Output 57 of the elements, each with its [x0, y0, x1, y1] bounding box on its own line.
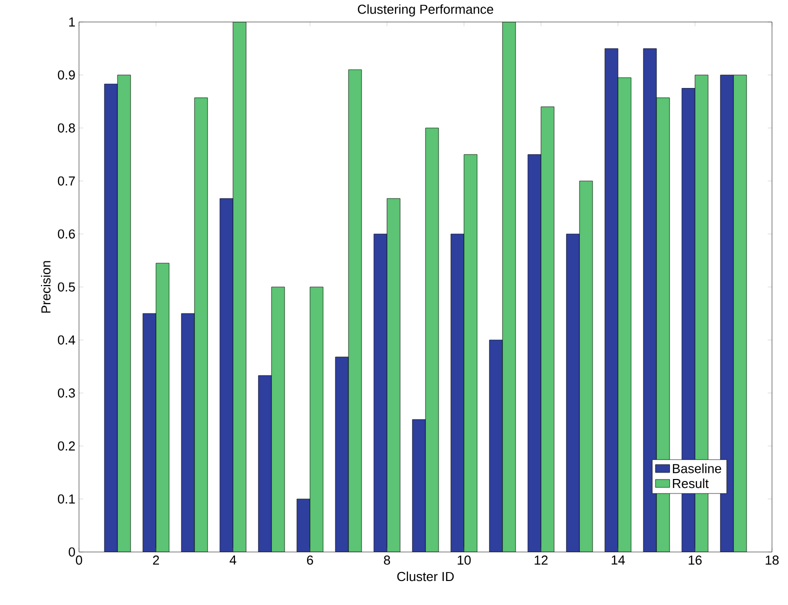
- x-tick-label: 4: [230, 556, 236, 564]
- bar: [181, 313, 195, 552]
- bar: [348, 69, 362, 552]
- bar: [579, 180, 593, 552]
- bar: [232, 22, 246, 552]
- bar: [450, 234, 464, 552]
- y-tick-label: 0.9: [58, 70, 75, 80]
- y-tick-label: 1: [69, 18, 75, 26]
- legend-label: Result: [672, 478, 709, 488]
- bar: [310, 286, 324, 552]
- bar: [335, 356, 349, 552]
- bar: [489, 340, 503, 552]
- x-axis-title: Cluster ID: [397, 572, 454, 582]
- bar: [194, 98, 208, 552]
- legend-label: Baseline: [672, 464, 722, 474]
- bar: [142, 313, 156, 552]
- chart-title: Clustering Performance: [358, 4, 494, 16]
- bar: [258, 375, 272, 552]
- y-tick-label: 0.3: [58, 388, 75, 398]
- y-tick-label: 0: [68, 547, 75, 557]
- x-tick-label: 18: [766, 556, 779, 565]
- bar: [643, 48, 656, 552]
- bar: [604, 48, 618, 552]
- y-tick-label: 0.4: [58, 335, 76, 345]
- y-tick-label: 0.6: [58, 229, 75, 239]
- bar: [386, 198, 400, 552]
- x-tick-label: 14: [612, 556, 625, 564]
- bar: [296, 498, 310, 552]
- bar: [502, 22, 516, 552]
- bar: [271, 286, 285, 552]
- x-tick-label: 16: [688, 556, 702, 565]
- bar: [220, 198, 234, 552]
- y-axis-title: Precision: [40, 261, 51, 313]
- bar: [540, 106, 554, 552]
- bar: [528, 154, 542, 552]
- x-tick-label: 12: [534, 556, 548, 565]
- bar: [733, 74, 747, 552]
- y-tick-label: 0.5: [58, 282, 75, 292]
- y-tick-label: 0.2: [58, 441, 75, 451]
- bar: [618, 77, 632, 552]
- bar: [156, 262, 170, 552]
- bar: [425, 128, 439, 552]
- bar: [104, 84, 118, 552]
- y-tick-label: 0.8: [58, 123, 75, 133]
- x-tick-label: 6: [307, 556, 314, 565]
- y-tick-label: 0.1: [58, 494, 75, 504]
- x-tick-label: 2: [153, 556, 159, 565]
- bar: [117, 74, 131, 552]
- x-tick-label: 8: [384, 556, 390, 565]
- y-tick-label: 0.7: [58, 176, 75, 186]
- bar: [720, 74, 734, 552]
- bar: [464, 154, 478, 552]
- bar: [412, 419, 426, 552]
- bar: [566, 234, 580, 552]
- x-tick-label: 0: [76, 556, 82, 565]
- x-tick-label: 10: [458, 556, 471, 565]
- bar: [374, 234, 388, 552]
